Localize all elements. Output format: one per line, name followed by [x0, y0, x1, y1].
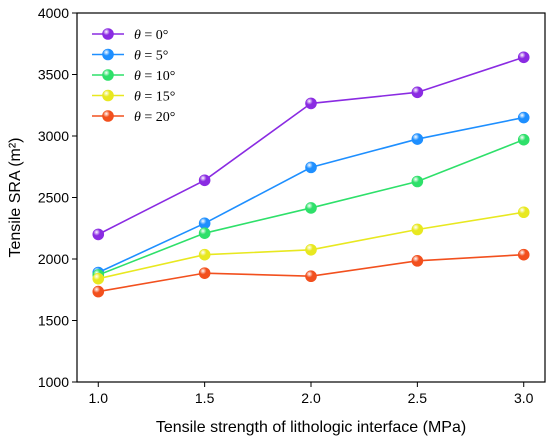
data-point — [305, 243, 317, 256]
data-point — [517, 206, 530, 219]
data-point — [517, 51, 530, 64]
legend-value: = 20° — [141, 110, 176, 125]
legend-marker — [102, 89, 114, 102]
data-point — [411, 255, 424, 267]
series-0 — [92, 51, 530, 241]
series-layer — [92, 51, 530, 298]
data-point — [411, 223, 424, 236]
legend-label: θ = 5° — [134, 49, 168, 64]
y-tick-label: 1000 — [38, 374, 69, 390]
data-point — [198, 217, 211, 230]
plot-frame — [76, 12, 546, 383]
legend-label: θ = 0° — [134, 28, 168, 43]
legend-value: = 0° — [141, 28, 169, 43]
x-tick-label: 2.0 — [301, 390, 321, 406]
data-point — [92, 272, 105, 285]
legend-item: θ = 0° — [92, 28, 168, 43]
legend-value: = 5° — [141, 49, 169, 64]
data-point — [305, 161, 317, 174]
data-point — [305, 97, 317, 110]
y-tick-label: 2500 — [38, 190, 69, 206]
series-4 — [92, 248, 530, 298]
data-point — [198, 227, 211, 239]
data-point — [305, 270, 317, 283]
y-tick-label: 3000 — [38, 128, 69, 144]
data-point — [411, 133, 424, 145]
data-point — [305, 202, 317, 214]
legend-item: θ = 10° — [92, 69, 175, 84]
legend-marker — [102, 28, 114, 40]
x-tick-label: 3.0 — [514, 390, 534, 406]
data-point — [92, 285, 105, 298]
legend-marker — [102, 48, 114, 61]
legend-item: θ = 20° — [92, 110, 175, 125]
legend-value: = 10° — [141, 69, 176, 84]
y-tick-label: 2000 — [38, 251, 69, 267]
data-point — [411, 175, 424, 188]
legend-label: θ = 15° — [134, 90, 175, 105]
legend-symbol: θ — [134, 28, 141, 43]
y-tick-label: 4000 — [38, 5, 69, 21]
data-point — [411, 86, 424, 99]
legend-item: θ = 5° — [92, 49, 168, 64]
data-point — [198, 248, 211, 261]
y-tick-label: 1500 — [38, 313, 69, 329]
legend-symbol: θ — [134, 69, 141, 84]
legend: θ = 0°θ = 5°θ = 10°θ = 15°θ = 20° — [92, 28, 175, 125]
x-axis-label: Tensile strength of lithologic interface… — [156, 419, 466, 436]
legend-value: = 15° — [141, 90, 176, 105]
legend-symbol: θ — [134, 90, 141, 105]
legend-label: θ = 20° — [134, 110, 175, 125]
legend-symbol: θ — [134, 49, 141, 64]
legend-marker — [102, 69, 114, 81]
x-tick-label: 1.0 — [89, 390, 109, 406]
legend-label: θ = 10° — [134, 69, 175, 84]
legend-item: θ = 15° — [92, 90, 175, 105]
axis-ticks: 1000 1500 2000 2500 3000 3500 4000 1.0 1.5 2.0 2.5… — [38, 5, 534, 406]
y-axis-label: Tensile SRA (m²) — [7, 137, 24, 257]
legend-symbol: θ — [134, 110, 141, 125]
series-3 — [92, 206, 530, 285]
y-tick-label: 3500 — [38, 67, 69, 83]
data-point — [517, 133, 530, 146]
data-point — [517, 111, 530, 124]
data-point — [198, 174, 211, 187]
data-point — [198, 267, 211, 279]
x-tick-label: 1.5 — [195, 390, 215, 406]
x-tick-label: 2.5 — [408, 390, 428, 406]
legend-marker — [102, 110, 114, 122]
data-point — [92, 228, 105, 241]
data-point — [517, 248, 530, 261]
